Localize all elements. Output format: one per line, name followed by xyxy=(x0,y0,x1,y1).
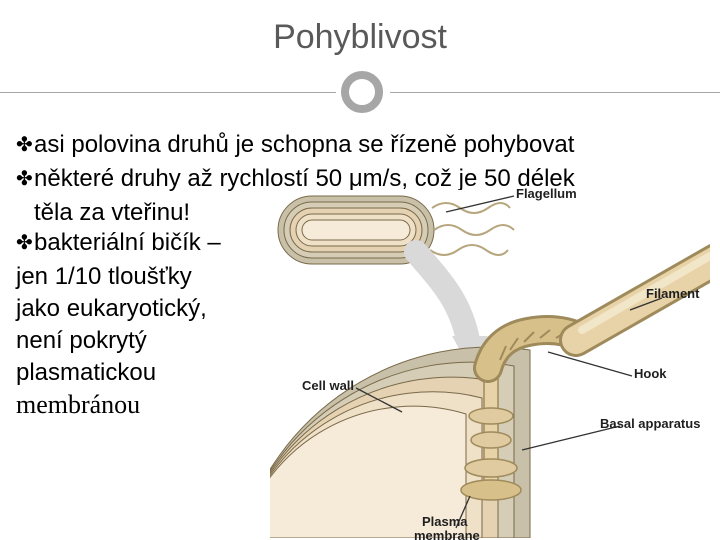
bullet-glyph: ✤ xyxy=(16,228,34,258)
bullet-text: asi polovina druhů je schopna se řízeně … xyxy=(34,130,574,160)
label-flagellum: Flagellum xyxy=(516,186,577,201)
bullet-1: ✤ asi polovina druhů je schopna se řízen… xyxy=(16,130,716,160)
label-hook: Hook xyxy=(634,366,667,381)
diagram-svg xyxy=(270,190,710,538)
label-plasma: Plasma xyxy=(422,514,468,529)
bullet-glyph: ✤ xyxy=(16,164,34,194)
decor-line-right xyxy=(390,92,720,93)
label-basal: Basal apparatus xyxy=(600,416,700,431)
decor-circle xyxy=(341,71,383,113)
label-filament: Filament xyxy=(646,286,699,301)
flagellum-diagram: Flagellum Filament Hook Cell wall Basal … xyxy=(270,190,710,538)
label-membrane: membrane xyxy=(414,528,480,540)
page-title: Pohyblivost xyxy=(0,0,720,57)
label-cellwall: Cell wall xyxy=(302,378,354,393)
bullet-glyph: ✤ xyxy=(16,130,34,160)
bullet-text: bakteriální bičík – xyxy=(34,228,221,258)
bacterium-icon xyxy=(278,196,514,264)
title-decor xyxy=(0,71,720,115)
decor-line-left xyxy=(0,92,336,93)
